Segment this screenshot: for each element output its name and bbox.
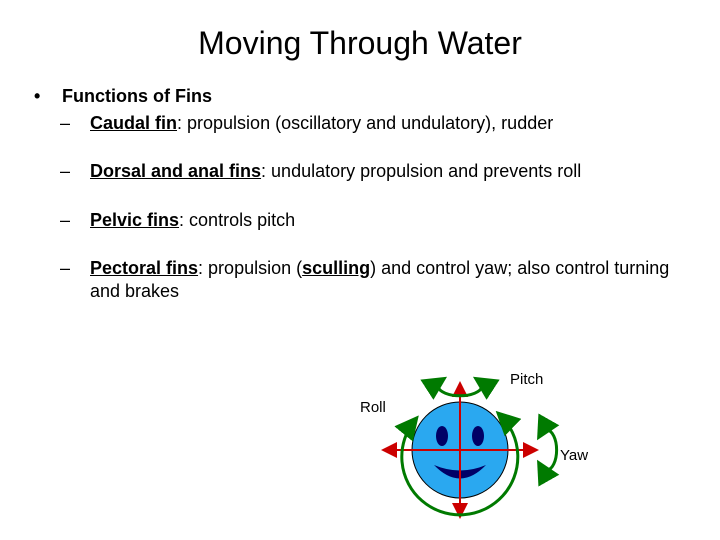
item-text: Pectoral fins: propulsion (sculling) and… — [90, 257, 690, 302]
bullet-mark: • — [30, 85, 62, 108]
roll-label: Roll — [360, 399, 386, 416]
item-text: Dorsal and anal fins: undulatory propuls… — [90, 160, 690, 183]
fin-desc: : propulsion (oscillatory and undulatory… — [177, 113, 553, 133]
sculling: sculling — [302, 258, 370, 278]
item-text: Pelvic fins: controls pitch — [90, 209, 690, 232]
fin-label: Pelvic fins — [90, 210, 179, 230]
fin-desc-a: : propulsion ( — [198, 258, 302, 278]
dash-mark: – — [60, 257, 90, 302]
fin-label: Caudal fin — [90, 113, 177, 133]
fin-label: Dorsal and anal fins — [90, 161, 261, 181]
eye-left — [436, 426, 448, 446]
list-item: – Pelvic fins: controls pitch — [60, 209, 690, 232]
item-text: Caudal fin: propulsion (oscillatory and … — [90, 112, 690, 135]
slide-title: Moving Through Water — [0, 25, 720, 62]
list-item: – Dorsal and anal fins: undulatory propu… — [60, 160, 690, 183]
dash-mark: – — [60, 160, 90, 183]
pitch-label: Pitch — [510, 371, 543, 388]
heading-bullet: • Functions of Fins — [30, 85, 690, 108]
heading-text: Functions of Fins — [62, 85, 212, 108]
eye-right — [472, 426, 484, 446]
dash-mark: – — [60, 209, 90, 232]
yaw-label: Yaw — [560, 447, 588, 464]
fin-desc: : undulatory propulsion and prevents rol… — [261, 161, 581, 181]
yaw-arrow — [540, 430, 557, 470]
axes-diagram: Pitch Roll Yaw — [330, 370, 610, 530]
content-area: • Functions of Fins – Caudal fin: propul… — [30, 85, 690, 328]
fin-label: Pectoral fins — [90, 258, 198, 278]
dash-mark: – — [60, 112, 90, 135]
list-item: – Caudal fin: propulsion (oscillatory an… — [60, 112, 690, 135]
list-item: – Pectoral fins: propulsion (sculling) a… — [60, 257, 690, 302]
fin-desc: : controls pitch — [179, 210, 295, 230]
